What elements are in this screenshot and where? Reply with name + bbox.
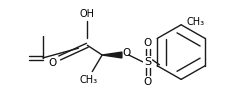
Polygon shape (102, 52, 121, 58)
Text: O: O (122, 48, 130, 58)
Text: CH₃: CH₃ (79, 75, 97, 85)
Text: O: O (143, 38, 151, 48)
Text: CH₃: CH₃ (185, 17, 203, 27)
Text: OH: OH (79, 9, 94, 19)
Text: S: S (143, 57, 151, 67)
Text: O: O (143, 77, 151, 87)
Text: O: O (48, 58, 57, 68)
